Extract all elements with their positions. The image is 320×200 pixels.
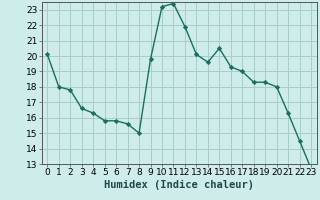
- X-axis label: Humidex (Indice chaleur): Humidex (Indice chaleur): [104, 180, 254, 190]
